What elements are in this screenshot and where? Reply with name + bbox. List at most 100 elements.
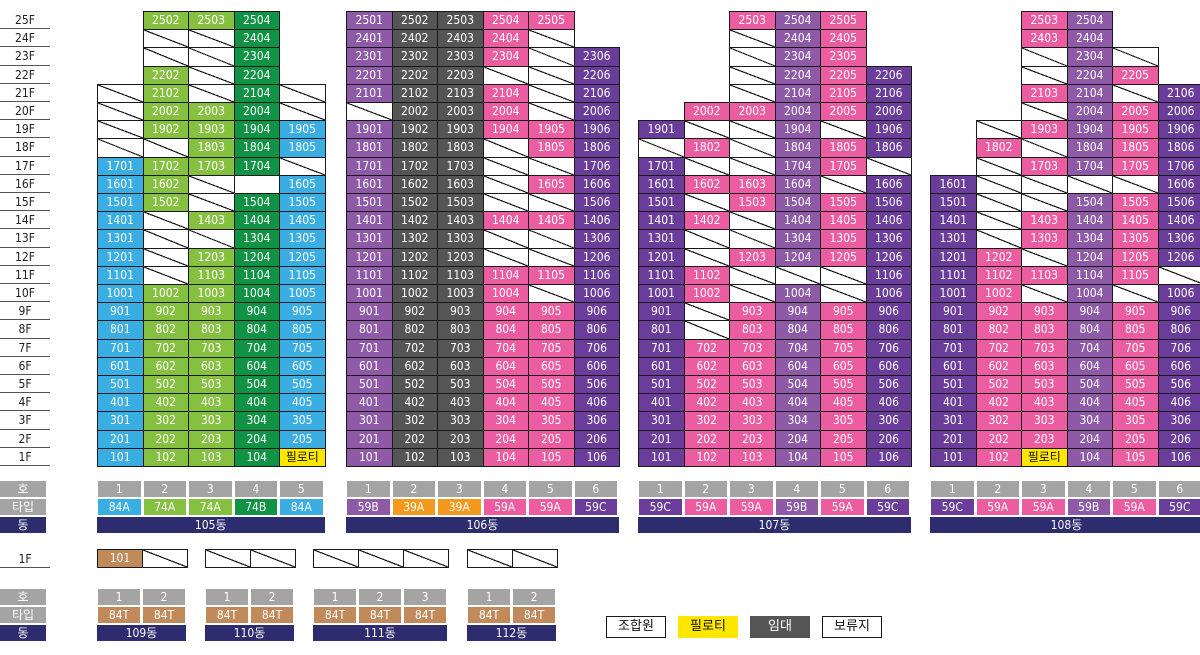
unit-number: 1602 — [693, 176, 721, 191]
unit-number: 1406 — [875, 213, 903, 228]
unit-number: 506 — [1170, 377, 1192, 391]
unit-number: 1305 — [288, 231, 316, 246]
unit-number: 1606 — [583, 176, 611, 191]
pending-unit — [683, 229, 730, 249]
unit-cell: 1806 — [573, 138, 620, 158]
unit-cell: 302 — [683, 411, 730, 431]
unit-cell: 2006 — [865, 102, 912, 122]
unit-number: 1403 — [197, 213, 225, 228]
ho-number: 2 — [513, 589, 555, 605]
unit-cell: 102 — [683, 447, 730, 467]
unit-cell: 1202 — [391, 247, 438, 267]
unit-number: 503 — [200, 377, 222, 391]
unit-cell: 2502 — [391, 11, 438, 31]
unit-cell: 1704 — [774, 156, 821, 176]
unit-cell: 704 — [482, 338, 529, 358]
unit-cell: 1003 — [188, 284, 235, 304]
unit-number: 1105 — [288, 267, 316, 282]
unit-number: 1006 — [875, 286, 903, 300]
unit-cell: 304 — [774, 411, 821, 431]
unit-number: 905 — [1124, 304, 1146, 319]
pending-unit — [97, 138, 144, 158]
unit-cell: 1101 — [97, 265, 144, 285]
unit-number: 2403 — [446, 31, 474, 46]
unit-type: 84A — [280, 499, 323, 515]
unit-number: 503 — [449, 377, 471, 391]
unit-number: 2106 — [875, 85, 903, 100]
unit-number: 304 — [1079, 413, 1101, 428]
legend-item: 조합원 — [606, 616, 666, 638]
pending-unit — [97, 102, 144, 122]
ho-number: 1 — [98, 481, 141, 497]
unit-cell: 601 — [638, 356, 685, 376]
unit-cell: 301 — [638, 411, 685, 431]
ho-number: 3 — [1022, 481, 1065, 497]
unit-number: 202 — [155, 431, 177, 446]
unit-number: 105 — [832, 449, 854, 464]
unit-number: 605 — [540, 358, 562, 373]
unit-number: 1904 — [492, 122, 520, 137]
unit-number: 1201 — [106, 249, 134, 264]
unit-number: 502 — [155, 377, 177, 391]
pending-unit — [482, 65, 529, 85]
unit-number: 503 — [1033, 377, 1055, 391]
unit-number: 703 — [741, 340, 763, 355]
unit-cell: 1903 — [437, 120, 484, 140]
unit-cell: 602 — [391, 356, 438, 376]
unit-cell: 1702 — [142, 156, 189, 176]
unit-cell: 1502 — [142, 193, 189, 213]
unit-number: 1704 — [1076, 158, 1104, 173]
unit-cell: 2204 — [774, 65, 821, 85]
unit-cell: 702 — [391, 338, 438, 358]
pending-unit — [1021, 284, 1068, 304]
pending-unit — [358, 549, 404, 568]
unit-cell: 903 — [437, 302, 484, 322]
dong-label: 108동 — [930, 517, 1200, 533]
unit-cell: 205 — [279, 429, 326, 449]
unit-cell: 2104 — [774, 83, 821, 103]
unit-number: 906 — [878, 304, 900, 319]
pending-unit — [467, 549, 513, 568]
legend-label: 조합원 — [618, 619, 654, 634]
unit-number: 202 — [696, 431, 718, 446]
unit-cell: 1806 — [1157, 138, 1200, 158]
unit-number: 801 — [358, 322, 380, 337]
unit-cell: 1201 — [97, 247, 144, 267]
unit-cell: 2304 — [774, 47, 821, 67]
unit-number: 705 — [291, 340, 313, 355]
unit-cell: 1506 — [865, 193, 912, 213]
unit-type: 59A — [529, 499, 572, 515]
unit-number: 602 — [155, 358, 177, 373]
unit-cell: 603 — [188, 356, 235, 376]
floor-label: 3F — [0, 411, 50, 430]
unit-number: 801 — [650, 322, 672, 337]
unit-number: 2104 — [243, 85, 271, 100]
unit-cell: 1404 — [1066, 211, 1113, 231]
unit-cell: 901 — [346, 302, 393, 322]
unit-cell: 903 — [1021, 302, 1068, 322]
unit-number: 906 — [586, 304, 608, 319]
pending-unit — [205, 549, 251, 568]
floor-label: 17F — [0, 157, 50, 175]
unit-number: 2203 — [446, 67, 474, 82]
unit-cell: 2404 — [482, 29, 529, 49]
unit-cell: 1301 — [346, 229, 393, 249]
unit-cell: 705 — [820, 338, 867, 358]
unit-cell: 1406 — [573, 211, 620, 231]
unit-cell: 902 — [975, 302, 1022, 322]
unit-number: 1703 — [446, 158, 474, 173]
unit-cell: 801 — [346, 320, 393, 340]
unit-type: 84T — [468, 607, 510, 623]
unit-number: 1306 — [875, 231, 903, 246]
unit-number: 1004 — [243, 286, 271, 300]
unit-number: 1203 — [738, 249, 766, 264]
floor-label: 4F — [0, 393, 50, 412]
pending-unit — [188, 65, 235, 85]
unit-number: 1401 — [355, 213, 383, 228]
unit-cell: 102 — [142, 447, 189, 467]
unit-cell: 1903 — [1021, 120, 1068, 140]
unit-cell: 1005 — [279, 284, 326, 304]
unit-cell: 405 — [528, 393, 575, 413]
unit-number: 102 — [155, 449, 177, 464]
floor-label: 16F — [0, 175, 50, 193]
